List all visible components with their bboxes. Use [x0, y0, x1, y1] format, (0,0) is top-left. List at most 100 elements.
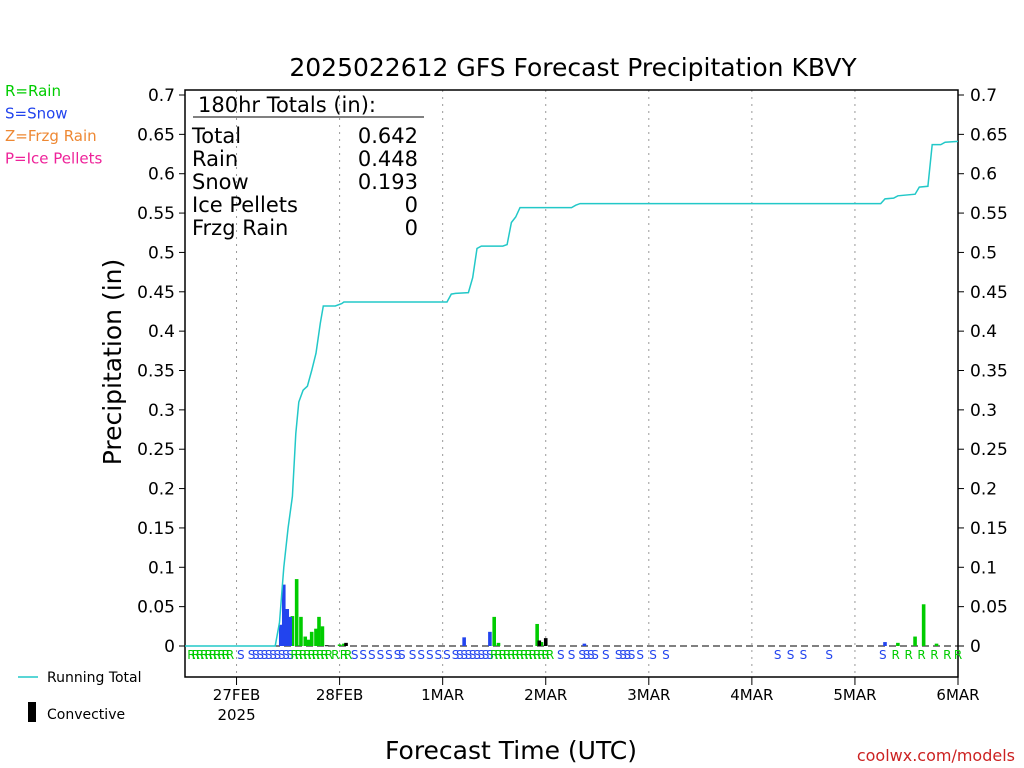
totals-row-value: 0.193	[358, 170, 418, 194]
y-tick-label: 0.7	[148, 86, 175, 106]
bar-convective	[344, 642, 348, 646]
ptype-marker: R	[196, 648, 204, 662]
ptype-marker: S	[443, 648, 451, 662]
ptype-marker: R	[503, 648, 511, 662]
x-tick-sublabel: 2025	[217, 706, 255, 724]
ptype-marker: R	[533, 648, 541, 662]
ptype-marker: S	[568, 648, 576, 662]
x-tick-label: 28FEB	[316, 686, 363, 704]
ptype-marker: R	[209, 648, 217, 662]
ptype-marker: S	[417, 648, 425, 662]
ptype-marker: S	[274, 648, 282, 662]
ptype-marker: S	[583, 648, 591, 662]
bar-snow	[883, 642, 887, 646]
ptype-marker: R	[542, 648, 550, 662]
legend-entry: S=Snow	[5, 105, 68, 123]
ptype-marker: R	[943, 648, 951, 662]
y-tick-label: 0.35	[137, 362, 175, 382]
ptype-marker: S	[602, 648, 610, 662]
ptype-marker: S	[486, 648, 494, 662]
ptype-marker: S	[591, 648, 599, 662]
ptype-marker: R	[529, 648, 537, 662]
precip-type-legend: R=Rain S=Snow Z=Frzg Rain P=Ice Pellets	[5, 82, 102, 168]
y-tick-label: 0.15	[137, 519, 175, 539]
ptype-marker: R	[499, 648, 507, 662]
bar-snow	[285, 609, 290, 646]
ptype-marker: S	[460, 648, 468, 662]
ptype-marker: S	[587, 648, 595, 662]
ptype-marker: R	[312, 648, 320, 662]
bar-snow	[288, 616, 293, 646]
credit-text: coolwx.com/models	[857, 746, 1015, 765]
bar-rain	[290, 616, 295, 646]
y-tick-label: 0.6	[148, 165, 175, 185]
ptype-marker: S	[286, 648, 294, 662]
bar-rain	[317, 616, 321, 646]
y-axis-right: 0 0.05 0.1 0.15 0.2 0.25 0.3 0.35 0.4 0.45 0.5 0.55…	[958, 86, 1008, 657]
ptype-marker: R	[490, 648, 498, 662]
ptype-marker: R	[200, 648, 208, 662]
ptype-marker: R	[331, 648, 339, 662]
ptype-marker: S	[351, 648, 359, 662]
y-tick-label: 0.25	[970, 440, 1008, 460]
y-tick-label: 0.2	[148, 480, 175, 500]
ptype-marker: S	[456, 648, 464, 662]
bar-rain	[492, 616, 496, 646]
ptype-marker: S	[368, 648, 376, 662]
y-tick-label: 0.4	[148, 322, 175, 342]
ptype-marker: S	[465, 648, 473, 662]
totals-header: 180hr Totals (in):	[198, 93, 376, 117]
ptype-marker: R	[516, 648, 524, 662]
y-tick-label: 0.2	[970, 480, 997, 500]
legend-entry: P=Ice Pellets	[5, 150, 102, 168]
ptype-marker: R	[340, 648, 348, 662]
bar-rain	[303, 636, 308, 646]
ptype-marker: R	[316, 648, 324, 662]
ptype-marker: S	[435, 648, 443, 662]
y-tick-label: 0.3	[970, 401, 997, 421]
y-tick-label: 0.7	[970, 86, 997, 106]
ptype-marker: S	[452, 648, 460, 662]
y-axis-left: 0 0.05 0.1 0.15 0.2 0.25 0.3 0.35 0.4 0.45 0.5 0.55…	[137, 86, 185, 657]
bar-convective	[537, 640, 542, 646]
y-tick-label: 0.45	[970, 283, 1008, 303]
chart-title: 2025022612 GFS Forecast Precipitation KB…	[289, 53, 857, 82]
ptype-marker: R	[299, 648, 307, 662]
convective-legend-swatch	[28, 702, 36, 722]
ptype-marker: R	[192, 648, 200, 662]
ptype-marker: S	[615, 648, 623, 662]
ptype-marker: R	[512, 648, 520, 662]
ptype-marker: R	[290, 648, 298, 662]
totals-row-label: Snow	[192, 170, 249, 194]
ptype-marker: S	[237, 648, 245, 662]
ptype-marker: S	[409, 648, 417, 662]
x-axis-label: Forecast Time (UTC)	[385, 736, 637, 765]
bottom-legend: Running Total Convective	[18, 670, 142, 723]
bar-snow	[278, 624, 283, 646]
x-tick-label: 2MAR	[524, 686, 567, 704]
plot-frame	[184, 89, 959, 678]
ptype-marker: S	[278, 648, 286, 662]
x-tick-label: 27FEB	[213, 686, 260, 704]
y-tick-label: 0.1	[148, 558, 175, 578]
bar-snow	[582, 643, 587, 646]
y-tick-label: 0.55	[970, 204, 1008, 224]
ptype-marker: S	[578, 648, 586, 662]
ptype-marker: R	[537, 648, 545, 662]
y-tick-label: 0.45	[137, 283, 175, 303]
ptype-marker: S	[282, 648, 290, 662]
ptype-marker: S	[649, 648, 657, 662]
ptype-marker: S	[478, 648, 486, 662]
y-tick-label: 0.15	[970, 519, 1008, 539]
y-tick-label: 0.5	[970, 243, 997, 263]
ptype-marker: S	[473, 648, 481, 662]
y-tick-label: 0.3	[148, 401, 175, 421]
y-tick-label: 0.05	[970, 598, 1008, 618]
ptype-marker: R	[892, 648, 900, 662]
precip-bars	[278, 579, 939, 647]
ptype-marker: R	[213, 648, 221, 662]
legend-entry: Z=Frzg Rain	[5, 127, 97, 145]
ptype-marker: R	[295, 648, 303, 662]
bar-rain	[314, 628, 318, 646]
